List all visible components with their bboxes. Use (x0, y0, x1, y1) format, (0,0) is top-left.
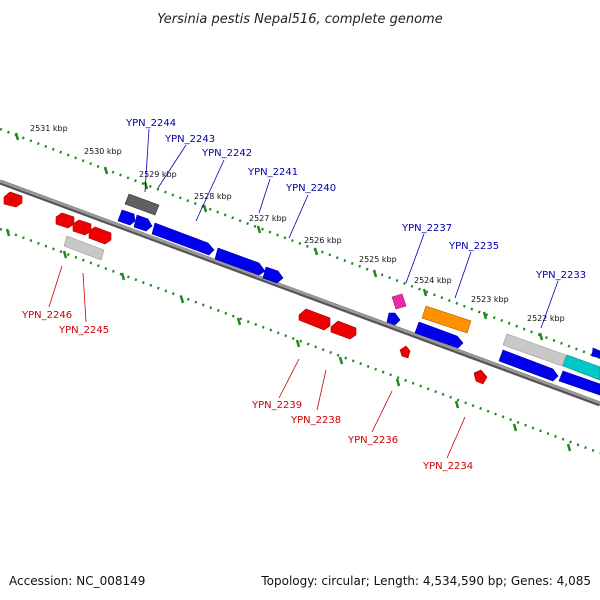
gene-label-ypn-2233: YPN_2233 (535, 270, 586, 281)
gene-feature (214, 247, 266, 276)
kbp-label-2523: 2523 kbp (471, 295, 509, 304)
kbp-label-2526: 2526 kbp (304, 236, 342, 245)
gene-label-ypn-2238: YPN_2238 (290, 415, 341, 426)
kbp-label-2530: 2530 kbp (84, 147, 122, 156)
kbp-label-2527: 2527 kbp (249, 214, 287, 223)
tick (566, 443, 572, 452)
tick (120, 272, 126, 281)
kbp-label-2529: 2529 kbp (139, 170, 177, 179)
tick (103, 166, 109, 175)
gene-feature (502, 333, 567, 367)
leader-line (288, 194, 309, 239)
reverse-gene-labels: YPN_2246 YPN_2245 YPN_2239 YPN_2238 YPN_… (21, 310, 473, 472)
leader-line (278, 358, 300, 399)
leader-line (454, 251, 472, 299)
leader-line (157, 144, 187, 189)
tick (454, 400, 460, 409)
gene-feature (591, 347, 600, 359)
kbp-label-2524: 2524 kbp (414, 276, 452, 285)
upper-scale-dots (0, 127, 600, 360)
leader-line (144, 128, 150, 193)
accession-text: Accession: NC_008149 (9, 574, 146, 588)
gene-feature (414, 321, 464, 349)
leader-line (82, 272, 87, 323)
gene-feature (124, 193, 160, 216)
lower-scale-dots (0, 227, 600, 455)
tick (236, 317, 242, 326)
gene-label-ypn-2244: YPN_2244 (125, 118, 176, 129)
tick (62, 250, 68, 259)
gene-feature (330, 320, 357, 340)
genome-axis (0, 179, 600, 405)
gene-feature (558, 370, 600, 396)
lower-major-ticks (5, 228, 572, 452)
gene-label-ypn-2239: YPN_2239 (251, 400, 302, 411)
leader-line (371, 390, 393, 433)
gene-label-ypn-2246: YPN_2246 (21, 310, 72, 321)
gene-label-ypn-2240: YPN_2240 (285, 183, 336, 194)
tick (256, 225, 262, 234)
gene-feature (298, 308, 331, 331)
gene-feature (63, 235, 105, 261)
kbp-label-2531: 2531 kbp (30, 124, 68, 133)
gene-feature (55, 212, 75, 229)
leader-line (446, 416, 466, 459)
gene-feature (133, 214, 153, 232)
leader-line (48, 265, 63, 308)
gene-label-ypn-2242: YPN_2242 (201, 148, 252, 159)
tick (202, 204, 208, 213)
map-title: Yersinia pestis Nepal516, complete genom… (157, 12, 442, 27)
upper-major-ticks (14, 132, 544, 341)
lower-scale-track (0, 227, 600, 455)
tick (338, 356, 344, 365)
gene-label-ypn-2235: YPN_2235 (448, 241, 499, 252)
gene-label-ypn-2241: YPN_2241 (247, 167, 298, 178)
reverse-leader-lines (48, 265, 466, 459)
leader-line (195, 159, 225, 222)
gene-label-ypn-2234: YPN_2234 (422, 461, 473, 472)
gene-feature (3, 191, 23, 208)
tick (538, 332, 544, 341)
tick (422, 288, 428, 297)
gene-features (3, 191, 600, 396)
gene-feature (262, 266, 284, 284)
gene-feature (421, 305, 472, 334)
tick (512, 423, 518, 432)
forward-leader-lines (144, 128, 559, 329)
tick (482, 311, 488, 320)
gene-feature (72, 219, 92, 236)
gene-label-ypn-2236: YPN_2236 (347, 435, 398, 446)
tick (372, 269, 378, 278)
tick (313, 247, 319, 256)
gene-feature (386, 312, 401, 326)
gene-feature (117, 209, 136, 226)
leader-line (258, 178, 271, 214)
tick (179, 295, 185, 304)
kbp-label-2522: 2522 kbp (527, 314, 565, 323)
tick (14, 132, 20, 141)
gene-feature (391, 293, 407, 310)
gene-label-ypn-2237: YPN_2237 (401, 223, 452, 234)
topology-text: Topology: circular; Length: 4,534,590 bp… (261, 574, 591, 588)
gene-label-ypn-2245: YPN_2245 (58, 325, 109, 336)
leader-line (316, 369, 327, 411)
gene-feature (88, 226, 112, 245)
gene-label-ypn-2243: YPN_2243 (164, 134, 215, 145)
leader-line (405, 233, 425, 284)
gene-feature (399, 345, 411, 359)
gene-feature (151, 222, 215, 256)
forward-gene-labels: YPN_2244 YPN_2243 YPN_2242 YPN_2241 YPN_… (125, 118, 586, 281)
tick (295, 339, 301, 348)
gene-feature (562, 354, 600, 381)
tick (5, 228, 11, 237)
gene-feature (498, 349, 559, 382)
gene-feature (473, 369, 488, 385)
kbp-label-2528: 2528 kbp (194, 192, 232, 201)
leader-line (540, 280, 559, 329)
kbp-label-2525: 2525 kbp (359, 255, 397, 264)
tick (395, 378, 401, 387)
upper-scale-track (0, 127, 600, 360)
